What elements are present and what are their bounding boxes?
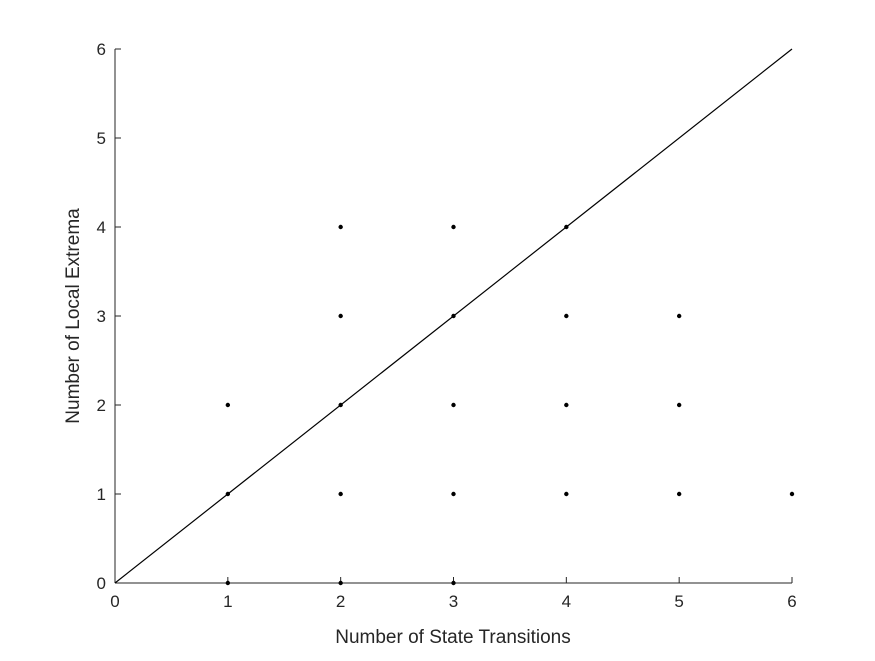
data-point: [564, 491, 569, 497]
x-tick-label: 5: [674, 592, 683, 611]
data-point: [676, 491, 682, 497]
y-tick-label: 4: [97, 218, 106, 237]
y-tick-label: 1: [97, 485, 106, 504]
data-point: [338, 313, 343, 319]
y-tick-label: 2: [97, 396, 106, 415]
data-point: [338, 491, 343, 497]
y-tick-label: 6: [97, 40, 106, 59]
x-tick-label: 1: [223, 592, 232, 611]
y-axis-label: Number of Local Extrema: [63, 208, 84, 424]
data-point: [676, 313, 682, 319]
data-point: [225, 402, 231, 408]
data-point: [789, 491, 795, 497]
data-point: [225, 491, 231, 497]
y-tick-label: 3: [97, 307, 106, 326]
data-point: [338, 402, 343, 408]
y-tick-label: 0: [97, 574, 106, 593]
x-axis-label: Number of State Transitions: [335, 627, 571, 648]
x-tick-label: 6: [787, 592, 796, 611]
data-point: [451, 313, 456, 319]
data-point: [451, 580, 456, 586]
data-point: [451, 224, 456, 230]
axis-ticks: 0 1 2 3 4 5 6 0 1 2 3 4 5 6: [97, 40, 797, 611]
data-point: [564, 224, 569, 230]
data-point: [564, 313, 569, 319]
data-point: [451, 491, 456, 497]
data-point: [451, 402, 456, 408]
data-point: [338, 580, 343, 586]
data-points: [225, 224, 795, 586]
data-point: [676, 402, 682, 408]
data-point: [564, 402, 569, 408]
x-tick-label: 0: [110, 592, 119, 611]
x-tick-label: 3: [449, 592, 458, 611]
data-point: [225, 580, 231, 586]
data-point: [338, 224, 343, 230]
y-tick-label: 5: [97, 129, 106, 148]
x-tick-label: 4: [562, 592, 571, 611]
x-tick-label: 2: [336, 592, 345, 611]
